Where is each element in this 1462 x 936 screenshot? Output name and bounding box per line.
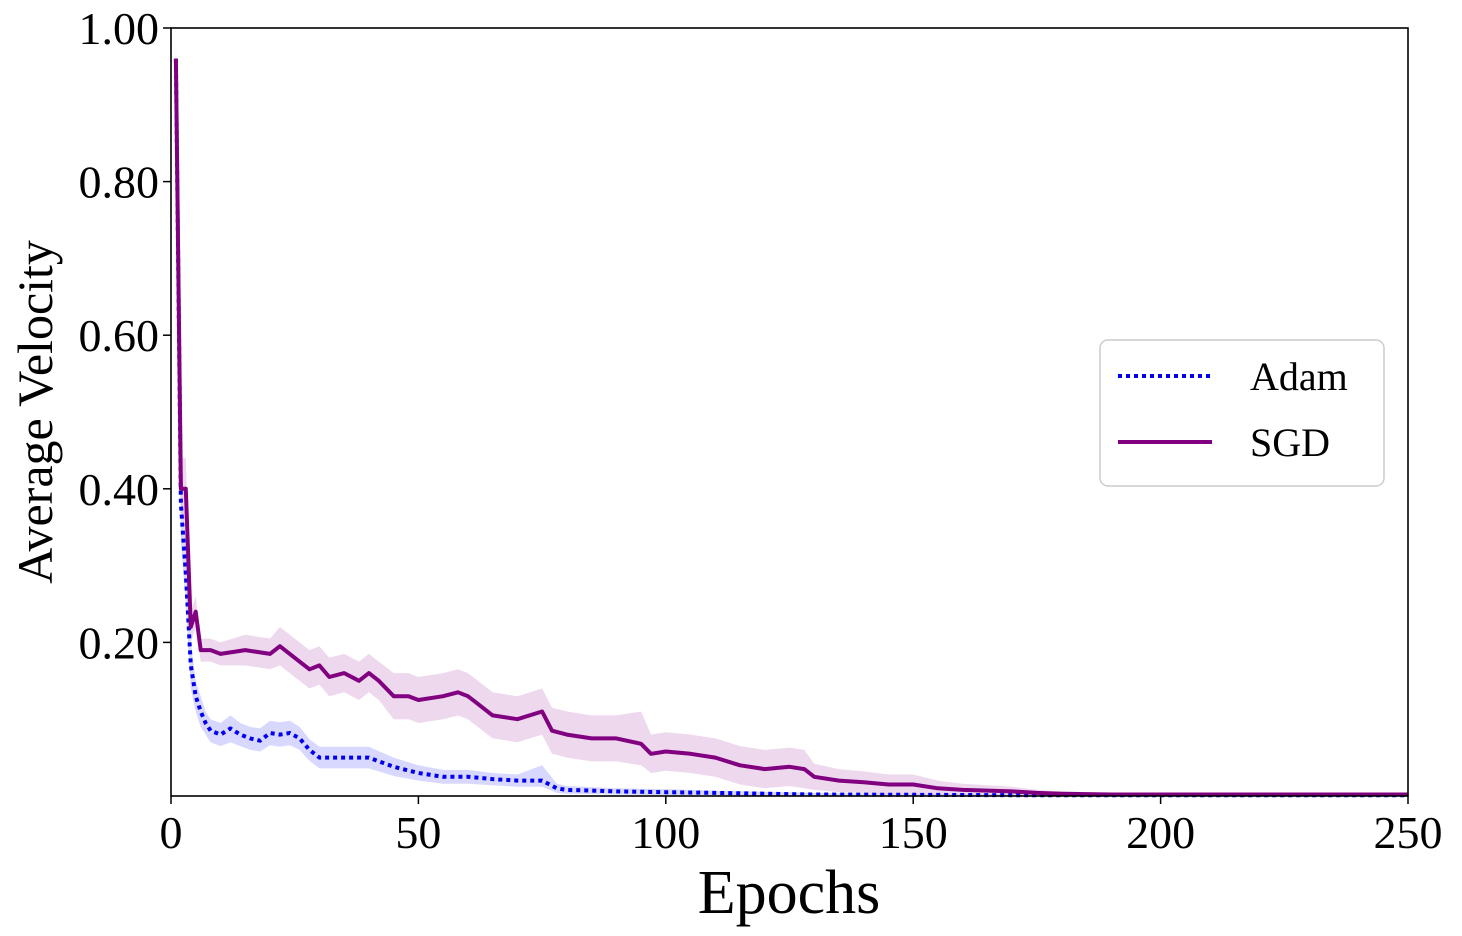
legend-label-sgd: SGD [1250,420,1330,465]
y-tick-label: 0.60 [79,310,160,361]
x-axis: 0 50 100 150 200 250 [160,796,1443,858]
x-tick-label: 50 [395,807,441,858]
x-tick-label: 0 [160,807,183,858]
legend-box [1099,339,1385,487]
y-tick-label: 0.40 [79,464,160,515]
series-line-sgd [173,58,1408,797]
legend-label-adam: Adam [1250,354,1348,399]
x-tick-label: 100 [631,807,700,858]
series-line-adam [173,58,1408,798]
y-tick-label: 1.00 [79,3,160,54]
series-lines [173,58,1408,798]
x-axis-label: Epochs [698,859,881,927]
x-tick-label: 250 [1374,807,1443,858]
y-tick-label: 0.20 [79,617,160,668]
x-tick-label: 150 [879,807,948,858]
y-axis-label: Average Velocity [7,240,63,584]
y-axis: 0.20 0.40 0.60 0.80 1.00 [79,3,171,668]
x-tick-label: 200 [1126,807,1195,858]
plot-frame [170,27,1409,797]
y-tick-label: 0.80 [79,157,160,208]
legend: Adam SGD [1099,339,1385,487]
